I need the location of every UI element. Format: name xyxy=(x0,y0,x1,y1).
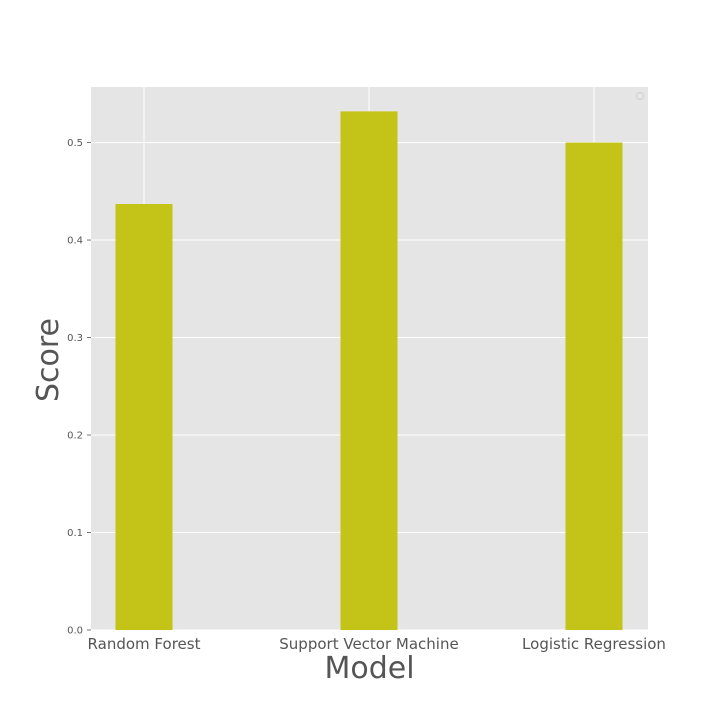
y-tick-label: 0.4 xyxy=(67,236,83,247)
y-axis-label: Score xyxy=(31,318,66,402)
y-tick-label: 0.0 xyxy=(67,626,83,637)
bar-logistic-regression xyxy=(565,142,623,630)
x-tick-label: Logistic Regression xyxy=(522,635,666,653)
bar-series xyxy=(115,111,623,631)
x-tick-label: Random Forest xyxy=(88,635,201,653)
y-tick-label: 0.1 xyxy=(67,528,83,539)
y-tick-label: 0.3 xyxy=(67,333,83,344)
legend-marker-icon xyxy=(636,92,644,100)
x-axis-label: Model xyxy=(324,651,414,686)
x-tick-label: Support Vector Machine xyxy=(279,635,458,653)
y-tick-label: 0.5 xyxy=(67,138,83,149)
bar-random-forest xyxy=(115,203,173,631)
x-axis-ticks: Random Forest Support Vector Machine Logis… xyxy=(88,635,666,653)
bar-support-vector-machine xyxy=(340,111,398,630)
y-tick-label: 0.2 xyxy=(67,431,83,442)
y-axis-ticks: 0.0 0.1 0.2 0.3 0.4 0.5 xyxy=(67,138,91,637)
